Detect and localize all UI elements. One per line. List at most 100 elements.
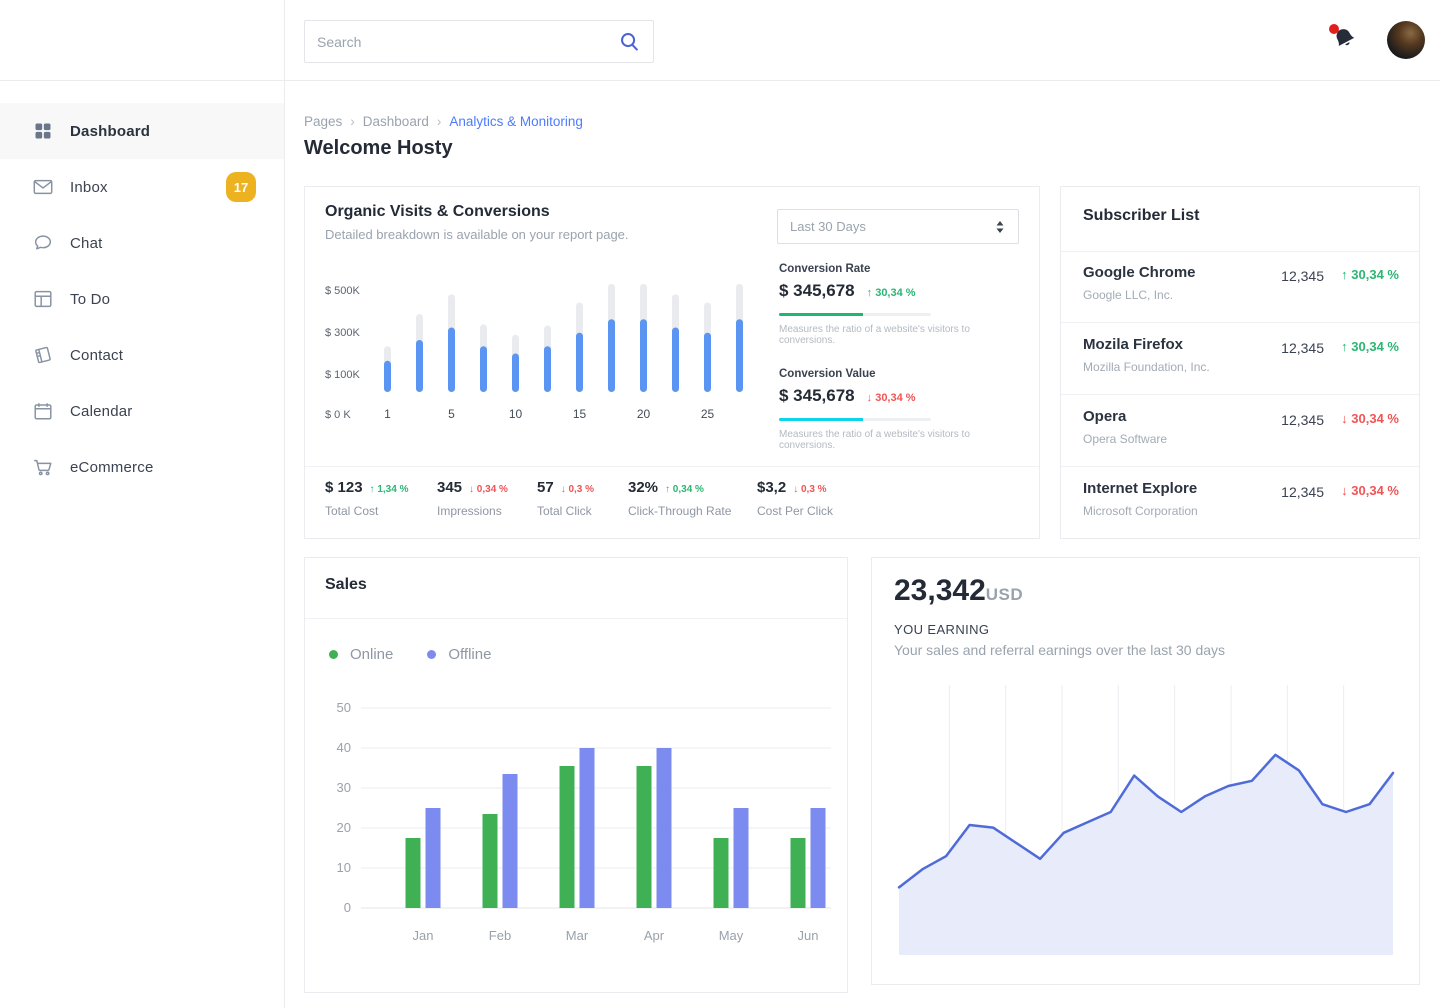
svg-text:20: 20 <box>637 407 651 421</box>
sidebar-item-contact[interactable]: Contact <box>0 327 284 383</box>
sidebar-item-label: Inbox <box>70 178 108 196</box>
subscriber-row-opera: Opera Opera Software 12,345 ↓ 30,34 % <box>1061 395 1419 467</box>
stat-value: $ 123 <box>325 479 363 496</box>
stat-label: Total Cost <box>325 504 379 518</box>
sidebar-item-label: eCommerce <box>70 458 154 476</box>
search-box <box>304 20 654 63</box>
subscriber-name: Internet Explore <box>1083 480 1198 497</box>
svg-text:0: 0 <box>344 900 351 915</box>
legend-item-offline[interactable]: Offline <box>427 646 491 663</box>
legend-label: Online <box>350 646 394 663</box>
earnings-description: Your sales and referral earnings over th… <box>894 642 1226 658</box>
svg-text:Jan: Jan <box>413 928 434 943</box>
subscriber-row-google-chrome: Google Chrome Google LLC, Inc. 12,345 ↑ … <box>1061 251 1419 323</box>
metric-label: Conversion Rate <box>779 263 871 275</box>
stat-change: ↓ 0,3 % <box>560 484 595 495</box>
breadcrumb-analytics[interactable]: Analytics & Monitoring <box>449 114 583 129</box>
subscriber-change: ↓ 30,34 % <box>1341 483 1399 498</box>
svg-text:40: 40 <box>337 740 351 755</box>
bell-icon <box>1336 29 1355 47</box>
stat-cpc: $3,2 ↓ 0,3 % Cost Per Click <box>757 479 833 518</box>
subscriber-name: Mozila Firefox <box>1083 336 1184 353</box>
svg-text:$ 500K: $ 500K <box>325 285 361 297</box>
breadcrumb-dashboard[interactable]: Dashboard <box>362 114 429 129</box>
subscriber-count: 12,345 <box>1281 484 1324 500</box>
stat-label: Cost Per Click <box>757 504 834 518</box>
earnings-amount: 23,342USD <box>894 574 1023 608</box>
calendar-icon <box>32 400 54 422</box>
sidebar-item-label: Contact <box>70 346 124 364</box>
svg-text:$ 0 K: $ 0 K <box>325 409 351 421</box>
date-range-select[interactable]: Last 30 Days <box>777 209 1019 244</box>
stat-ctr: 32% ↑ 0,34 % Click-Through Rate <box>628 479 731 518</box>
sales-bar-chart: 0 10 20 30 40 50 Jan Feb Mar Apr May Jun <box>337 700 831 943</box>
earnings-area-chart <box>897 685 1395 955</box>
metric-progress-track <box>779 313 931 316</box>
earnings-label: YOU EARNING <box>894 622 990 637</box>
subscriber-company: Opera Software <box>1083 432 1168 446</box>
svg-text:5: 5 <box>448 407 455 421</box>
sidebar-item-todo[interactable]: To Do <box>0 271 284 327</box>
svg-text:15: 15 <box>573 407 587 421</box>
svg-text:30: 30 <box>337 780 351 795</box>
card-title: Subscriber List <box>1083 207 1200 224</box>
subscriber-name: Opera <box>1083 408 1127 425</box>
earnings-number: 23,342 <box>894 574 986 607</box>
subscriber-row-mozila-firefox: Mozila Firefox Mozilla Foundation, Inc. … <box>1061 323 1419 395</box>
cart-icon <box>32 456 54 478</box>
stat-change: ↓ 0,3 % <box>793 484 827 495</box>
sidebar-item-ecommerce[interactable]: eCommerce <box>0 439 284 495</box>
subscriber-company: Google LLC, Inc. <box>1083 288 1174 302</box>
legend-item-online[interactable]: Online <box>329 646 393 663</box>
svg-text:May: May <box>719 928 744 943</box>
breadcrumb-pages[interactable]: Pages <box>304 114 343 129</box>
sales-legend: Online Offline <box>329 646 525 663</box>
unfold-arrows-icon <box>996 220 1004 233</box>
svg-text:25: 25 <box>701 407 715 421</box>
sidebar-item-label: Dashboard <box>70 122 151 140</box>
stat-value: $3,2 <box>757 479 787 496</box>
metric-change: ↓ 30,34 % <box>866 392 916 404</box>
stat-value: 32% <box>628 479 659 496</box>
card-divider <box>305 618 847 619</box>
card-divider <box>1061 251 1419 252</box>
metric-label: Conversion Value <box>779 368 876 380</box>
legend-dot-offline <box>427 650 437 659</box>
date-range-value: Last 30 Days <box>790 219 866 234</box>
metric-description: Measures the ratio of a website's visito… <box>779 429 970 451</box>
stat-change: ↑ 0,34 % <box>665 484 704 495</box>
stat-total-cost: $ 123 ↑ 1,34 % Total Cost <box>325 479 408 518</box>
sidebar-item-inbox[interactable]: Inbox 17 <box>0 159 284 215</box>
sidebar-item-calendar[interactable]: Calendar <box>0 383 284 439</box>
breadcrumb-separator: › <box>436 114 442 129</box>
conversion-rate-metric: Conversion Rate $ 345,678 ↑ 30,34 % Meas… <box>779 263 1021 346</box>
svg-text:Jun: Jun <box>798 928 819 943</box>
stat-total-click: 57 ↓ 0,3 % Total Click <box>537 479 594 518</box>
notification-dot <box>1329 24 1339 34</box>
card-divider <box>305 466 1039 467</box>
notifications-button[interactable] <box>1324 20 1366 62</box>
subscriber-count: 12,345 <box>1281 268 1324 284</box>
sidebar-item-chat[interactable]: Chat <box>0 215 284 271</box>
metric-description: Measures the ratio of a website's visito… <box>779 324 970 346</box>
contact-icon <box>32 344 54 366</box>
subscriber-row-internet-explore: Internet Explore Microsoft Corporation 1… <box>1061 467 1419 539</box>
user-avatar[interactable] <box>1387 21 1425 59</box>
metric-progress-fill <box>779 418 863 421</box>
inbox-badge: 17 <box>226 172 256 202</box>
subscriber-count: 12,345 <box>1281 412 1324 428</box>
subscriber-list-card: Subscriber List Google Chrome Google LLC… <box>1060 186 1420 539</box>
svg-text:20: 20 <box>337 820 351 835</box>
search-icon[interactable] <box>618 30 641 53</box>
subscriber-change: ↑ 30,34 % <box>1341 339 1399 354</box>
stat-label: Impressions <box>437 504 502 518</box>
kpi-stats-row: $ 123 ↑ 1,34 % Total Cost 345 ↓ 0,34 % Imp… <box>325 479 1021 529</box>
metric-value: $ 345,678 <box>779 281 855 300</box>
svg-text:Apr: Apr <box>644 928 665 943</box>
sidebar-item-dashboard[interactable]: Dashboard <box>0 103 284 159</box>
stat-change: ↑ 1,34 % <box>369 484 409 495</box>
search-input[interactable] <box>317 33 618 50</box>
organic-visits-card: Organic Visits & Conversions Detailed br… <box>304 186 1040 539</box>
card-title: Organic Visits & Conversions <box>325 203 550 220</box>
sales-card: Sales Online Offline 0 10 20 30 40 50 Jan Feb Ma… <box>304 557 848 993</box>
